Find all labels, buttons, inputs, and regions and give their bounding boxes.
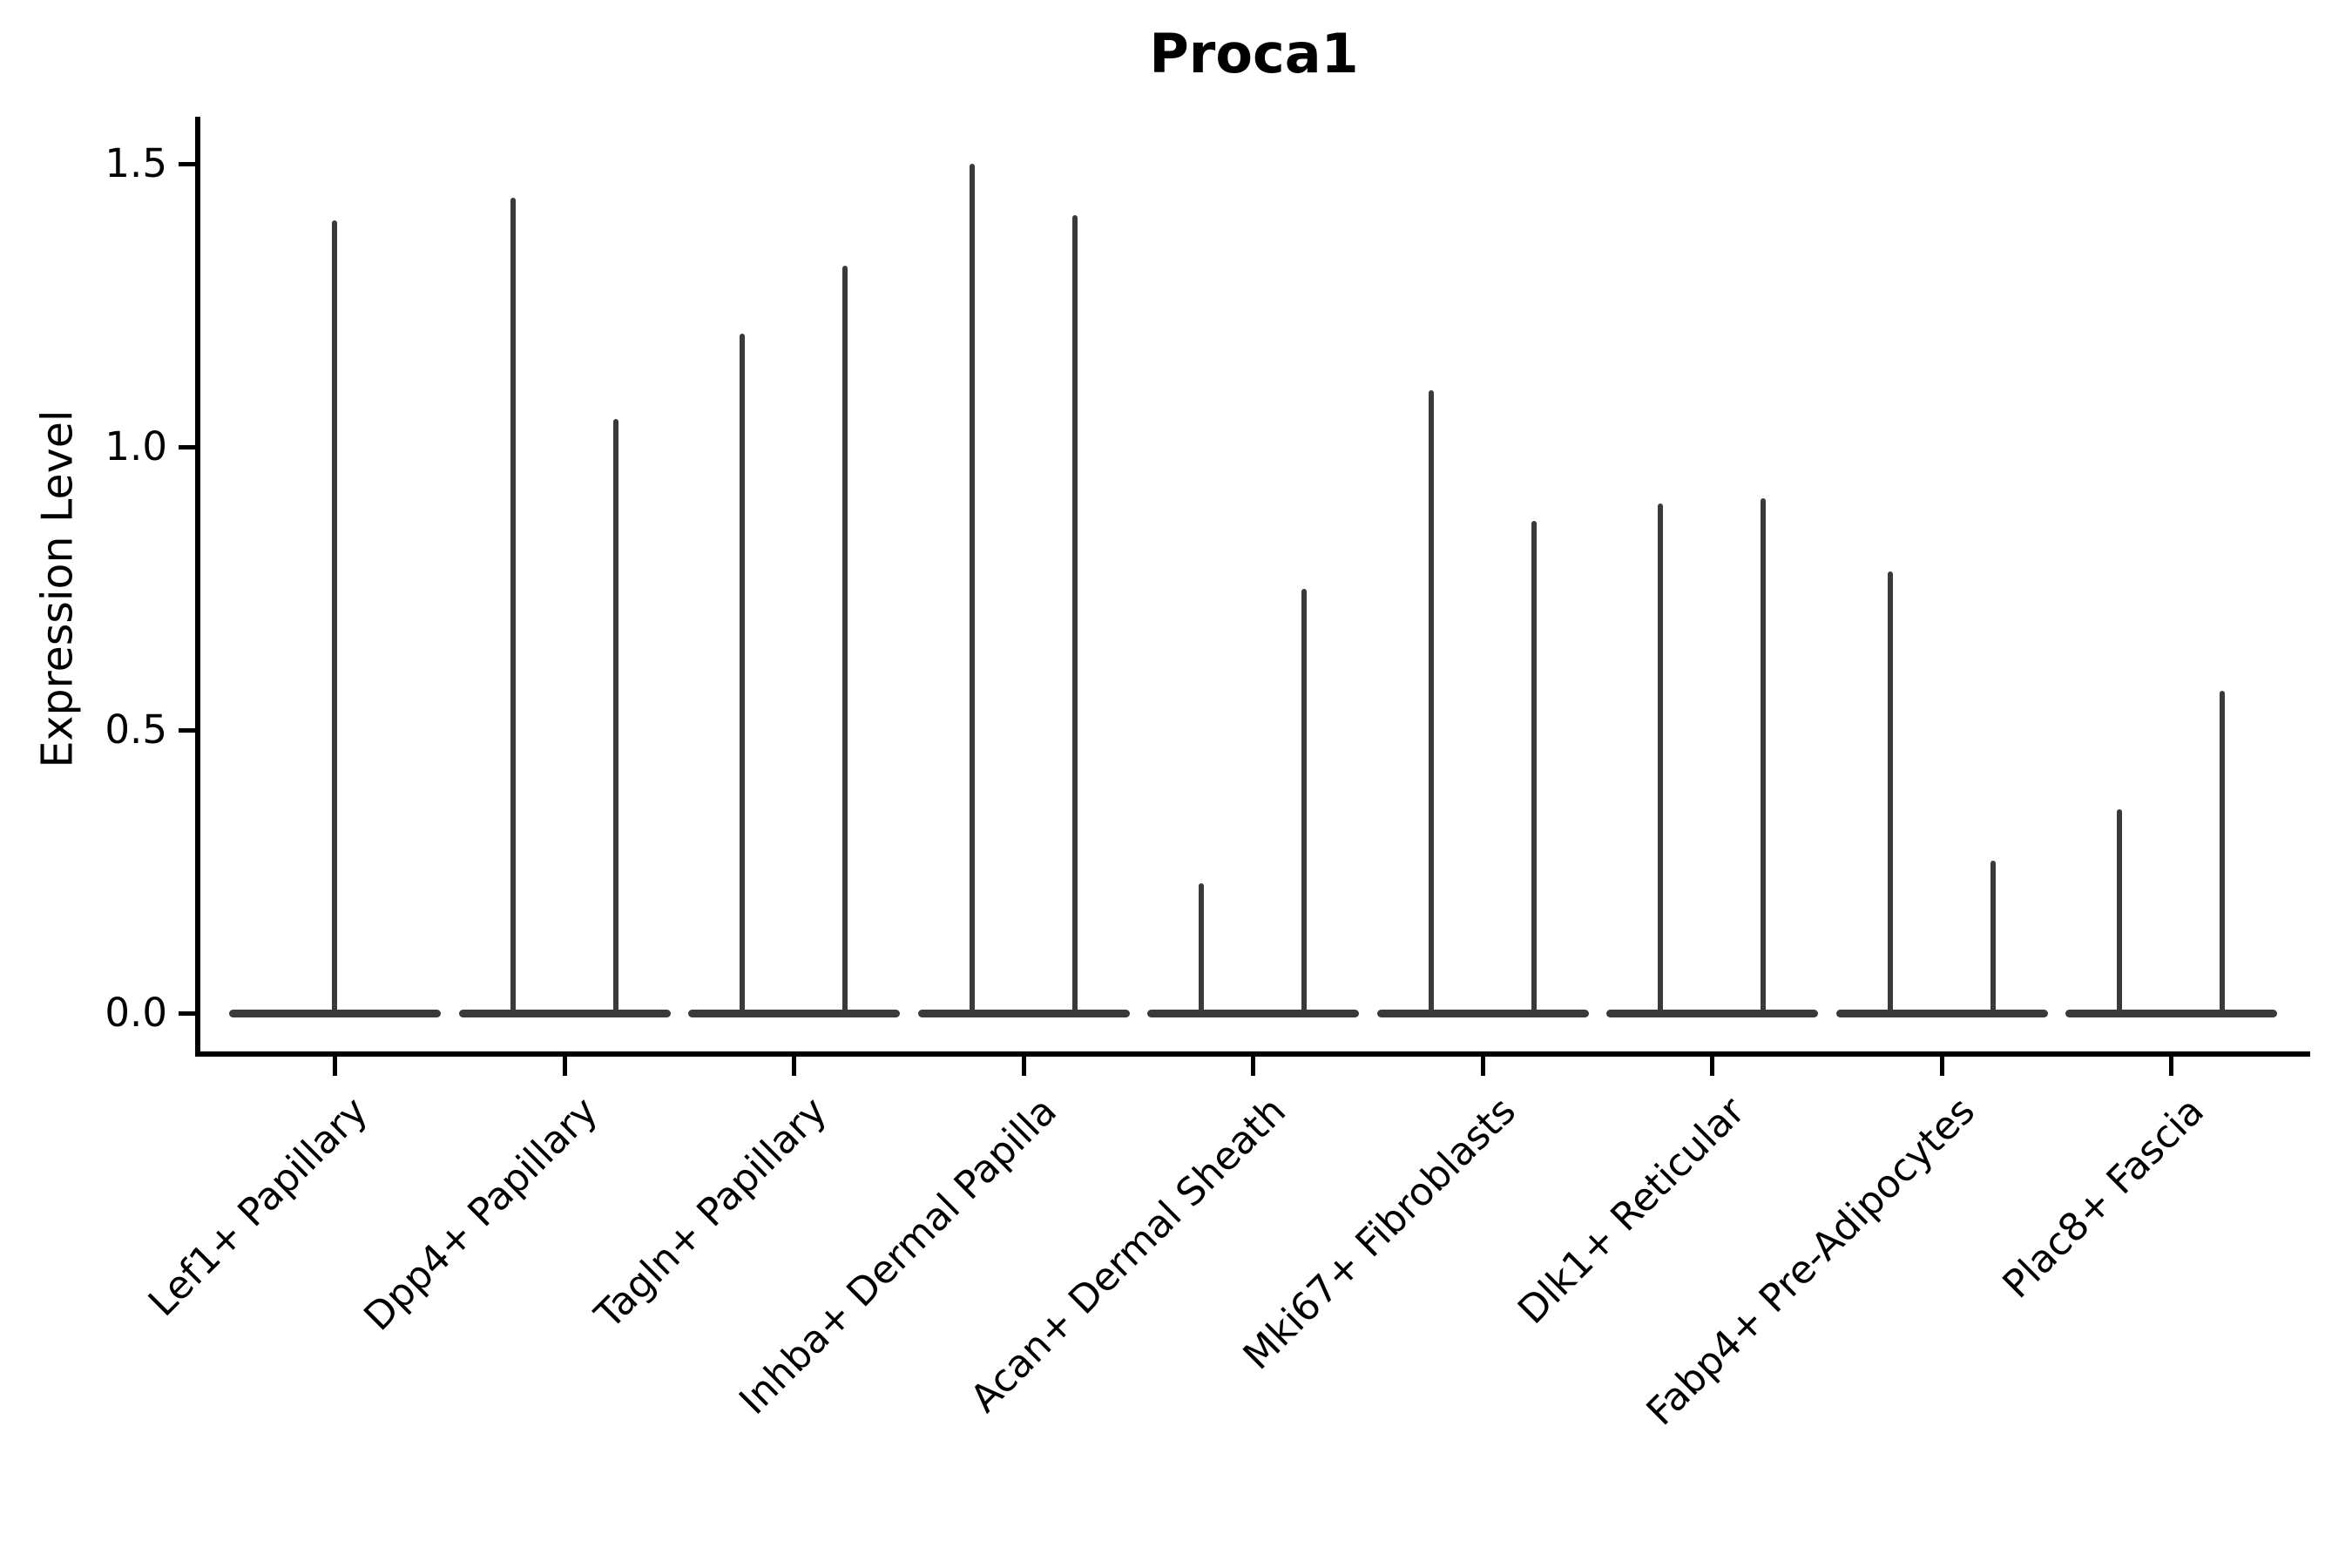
chart-title: Proca1 [1149,22,1359,85]
x-tick-label: Dpp4+ Papillary [355,1088,606,1340]
violin-spike [1531,520,1537,1016]
x-tick [1251,1057,1255,1076]
violin-baseline [1835,1010,2048,1017]
violin-spike [1990,860,1996,1016]
violin-spike [1888,571,1893,1016]
x-tick [333,1057,337,1076]
violin-baseline [687,1010,900,1017]
violin-spike [2117,809,2122,1016]
x-tick-label: Lef1+ Papillary [139,1088,376,1325]
y-tick-label: 1.0 [105,423,167,470]
violin-baseline [1376,1010,1589,1017]
x-tick [1022,1057,1026,1076]
x-tick-label: Dlk1+ Reticular [1509,1088,1754,1333]
x-tick [792,1057,796,1076]
violin-spike [1072,214,1078,1016]
violin-spike [613,418,618,1016]
violin-spike [1301,588,1307,1016]
violin-baseline [2065,1010,2277,1017]
y-tick-label: 0.0 [105,990,167,1036]
y-tick [179,728,198,733]
y-tick-label: 0.5 [105,706,167,753]
y-tick-label: 1.5 [105,140,167,186]
x-tick [2169,1057,2173,1076]
x-tick [1481,1057,1485,1076]
y-tick [179,162,198,166]
x-tick [1710,1057,1714,1076]
violin-baseline [1605,1010,1818,1017]
violin-baseline [917,1010,1130,1017]
violin-baseline [1146,1010,1359,1017]
x-tick [1940,1057,1944,1076]
violin-spike [1199,882,1204,1016]
x-tick [563,1057,567,1076]
x-tick-label: Tagln+ Papillary [586,1088,835,1338]
violin-spike [2220,690,2225,1016]
violin-spike [1658,504,1663,1016]
x-axis-spine [195,1051,2310,1057]
x-tick-label: Plac8+ Fascia [1994,1088,2213,1308]
violin-baseline [458,1010,671,1017]
violin-spike [1429,390,1434,1016]
y-tick [179,445,198,449]
y-axis-spine [195,117,200,1057]
y-tick [179,1011,198,1016]
violin-spike [510,198,516,1016]
violin-spike [740,334,745,1016]
violin-spike [1761,497,1766,1016]
violin-spike [332,220,337,1016]
violin-spike [842,266,848,1016]
violin-spike [970,164,975,1016]
